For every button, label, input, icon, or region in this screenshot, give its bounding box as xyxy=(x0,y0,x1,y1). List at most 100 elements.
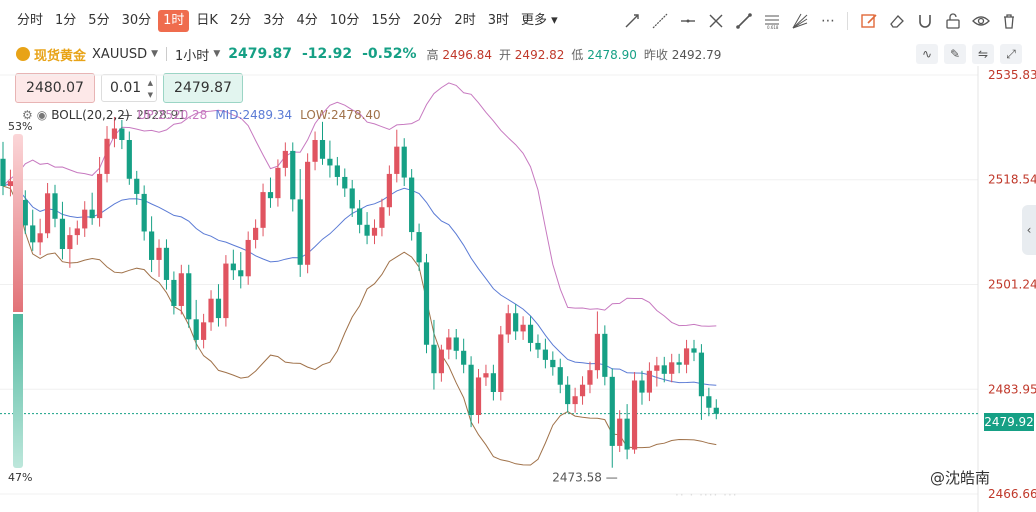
timeframe-list: 分时 1分 5分 30分 1时 日K 2分 3分 4分 10分 15分 20分 2时 3时 更多 ▾ xyxy=(12,10,565,32)
candle-body xyxy=(713,407,719,414)
candle-body xyxy=(208,298,214,323)
high-label: 高 xyxy=(426,47,439,62)
price-axis-label: 2518.54 xyxy=(988,173,1036,187)
high-stat: 高 2496.84 xyxy=(426,46,494,63)
divider xyxy=(166,47,168,61)
stepper-arrows-icon[interactable]: ▲ ▼ xyxy=(147,79,153,99)
candle-body xyxy=(22,199,28,226)
timeframe-3[interactable]: 30分 xyxy=(121,13,152,28)
timeframe-7[interactable]: 3分 xyxy=(263,13,285,28)
extended-line-icon[interactable] xyxy=(649,10,671,32)
candle-body xyxy=(89,209,95,219)
timeframe-10[interactable]: 15分 xyxy=(371,13,401,28)
symbol-dropdown-icon[interactable]: ▼ xyxy=(151,49,159,59)
candle-body xyxy=(631,380,638,450)
candle-body xyxy=(698,352,705,397)
timeframe-5[interactable]: 日K xyxy=(196,13,218,28)
timeframe-2[interactable]: 5分 xyxy=(88,13,110,28)
settings-icon[interactable]: ⚙ xyxy=(22,108,33,122)
high-value: 2496.84 xyxy=(442,47,492,62)
candle-body xyxy=(44,193,51,234)
low-label: 低 xyxy=(571,47,584,62)
edit-icon[interactable] xyxy=(858,10,880,32)
ratio-top-label: 53% xyxy=(8,120,33,133)
candle-body xyxy=(572,396,578,405)
fullscreen-icon[interactable]: ⤢ xyxy=(1000,44,1022,64)
chart-tools: ∿ ✎ ⇋ ⤢ xyxy=(910,44,1022,64)
segment-line-icon[interactable] xyxy=(733,10,755,32)
timeframe-toolbar: 分时 1分 5分 30分 1时 日K 2分 3分 4分 10分 15分 20分 2时 3时 更多 ▾ 0.6… xyxy=(0,0,1036,42)
symbol-name[interactable]: 现货黄金 xyxy=(34,48,87,64)
timeframe-6[interactable]: 2分 xyxy=(229,13,252,28)
timeframe-8[interactable]: 4分 xyxy=(296,13,318,28)
draw-icon[interactable]: ✎ xyxy=(944,44,966,64)
timeframe-0[interactable]: 分时 xyxy=(17,13,44,28)
faint-watermark: ·· · ···· ··· xyxy=(675,488,738,502)
candle-body xyxy=(676,362,682,365)
candle-body xyxy=(661,365,667,374)
lock-icon[interactable] xyxy=(942,10,964,32)
symbol-bar: 现货黄金 XAUUSD ▼ 1小时 ▼ 2479.87 -12.92 -0.52… xyxy=(0,42,1036,66)
candle-body xyxy=(171,279,177,306)
delete-icon[interactable] xyxy=(998,10,1020,32)
horizontal-line-icon[interactable] xyxy=(677,10,699,32)
candle-body xyxy=(141,193,147,232)
more-tools-icon[interactable]: ⋯ xyxy=(821,13,835,29)
price-axis-label: 2483.95 xyxy=(988,382,1036,396)
candle-body xyxy=(186,273,192,320)
timeframe-1[interactable]: 1分 xyxy=(55,13,77,28)
candle-body xyxy=(527,324,534,343)
candle-body xyxy=(149,231,155,260)
eraser-icon[interactable] xyxy=(886,10,908,32)
prev-close-stat: 昨收 2492.79 xyxy=(644,46,724,63)
compare-icon[interactable]: ⇋ xyxy=(972,44,994,64)
ray-line-icon[interactable] xyxy=(621,10,643,32)
candlestick-chart[interactable]: 2535.83 2518.54 2501.24 2483.95 2466.66 — 252… xyxy=(0,66,1036,512)
candle-body xyxy=(557,367,563,385)
timeframe-9[interactable]: 10分 xyxy=(329,13,360,28)
boll-legend: ⚙ ◉ BOLL(20,2,2) UP:2520.28 MID:2489.34 … xyxy=(22,108,381,122)
eye-icon[interactable] xyxy=(970,10,992,32)
candle-body xyxy=(624,418,630,450)
price-axis-label: 2535.83 xyxy=(988,68,1036,82)
symbol-code[interactable]: XAUUSD xyxy=(92,46,148,62)
candle-body xyxy=(312,139,318,162)
interval-dropdown-icon[interactable]: ▼ xyxy=(213,49,221,59)
timeframe-12[interactable]: 2时 xyxy=(454,13,476,28)
candle-body xyxy=(461,350,467,365)
timeframe-4[interactable]: 1时 xyxy=(158,10,190,32)
candle-body xyxy=(505,313,511,335)
candle-body xyxy=(587,370,593,385)
candle-body xyxy=(290,150,296,200)
candle-body xyxy=(669,362,675,374)
sell-price-button[interactable]: 2480.07 xyxy=(15,73,95,103)
candle-body xyxy=(520,324,526,332)
timeframe-13[interactable]: 3时 xyxy=(487,13,509,28)
interval-select[interactable]: 1小时 xyxy=(175,48,210,64)
candle-body xyxy=(126,139,132,179)
candle-body xyxy=(119,128,125,140)
magnet-icon[interactable] xyxy=(914,10,936,32)
candle-body xyxy=(416,232,422,263)
trend-line-icon[interactable] xyxy=(705,10,727,32)
candle-body xyxy=(104,138,110,174)
candle-body xyxy=(178,273,184,306)
fan-icon[interactable] xyxy=(789,10,811,32)
candle-body xyxy=(253,227,259,240)
visibility-icon[interactable]: ◉ xyxy=(36,108,48,122)
author-watermark: @沈皓南 xyxy=(930,469,991,487)
collapse-panel-icon[interactable]: ‹ xyxy=(1022,205,1036,255)
prev-close-label: 昨收 xyxy=(643,47,668,62)
timeframe-14[interactable]: 更多 ▾ xyxy=(520,13,558,28)
candle-body xyxy=(490,373,496,392)
low-value: 2478.90 xyxy=(587,47,637,62)
price-change: -12.92 xyxy=(302,46,353,62)
candle-body xyxy=(163,247,170,280)
timeframe-11[interactable]: 20分 xyxy=(412,13,443,28)
fibonacci-icon[interactable]: 0.618 xyxy=(761,10,783,32)
candle-body xyxy=(305,161,311,265)
candle-body xyxy=(230,263,236,271)
candle-body xyxy=(386,173,392,208)
indicator-icon[interactable]: ∿ xyxy=(916,44,938,64)
buy-price-button[interactable]: 2479.87 xyxy=(163,73,243,103)
